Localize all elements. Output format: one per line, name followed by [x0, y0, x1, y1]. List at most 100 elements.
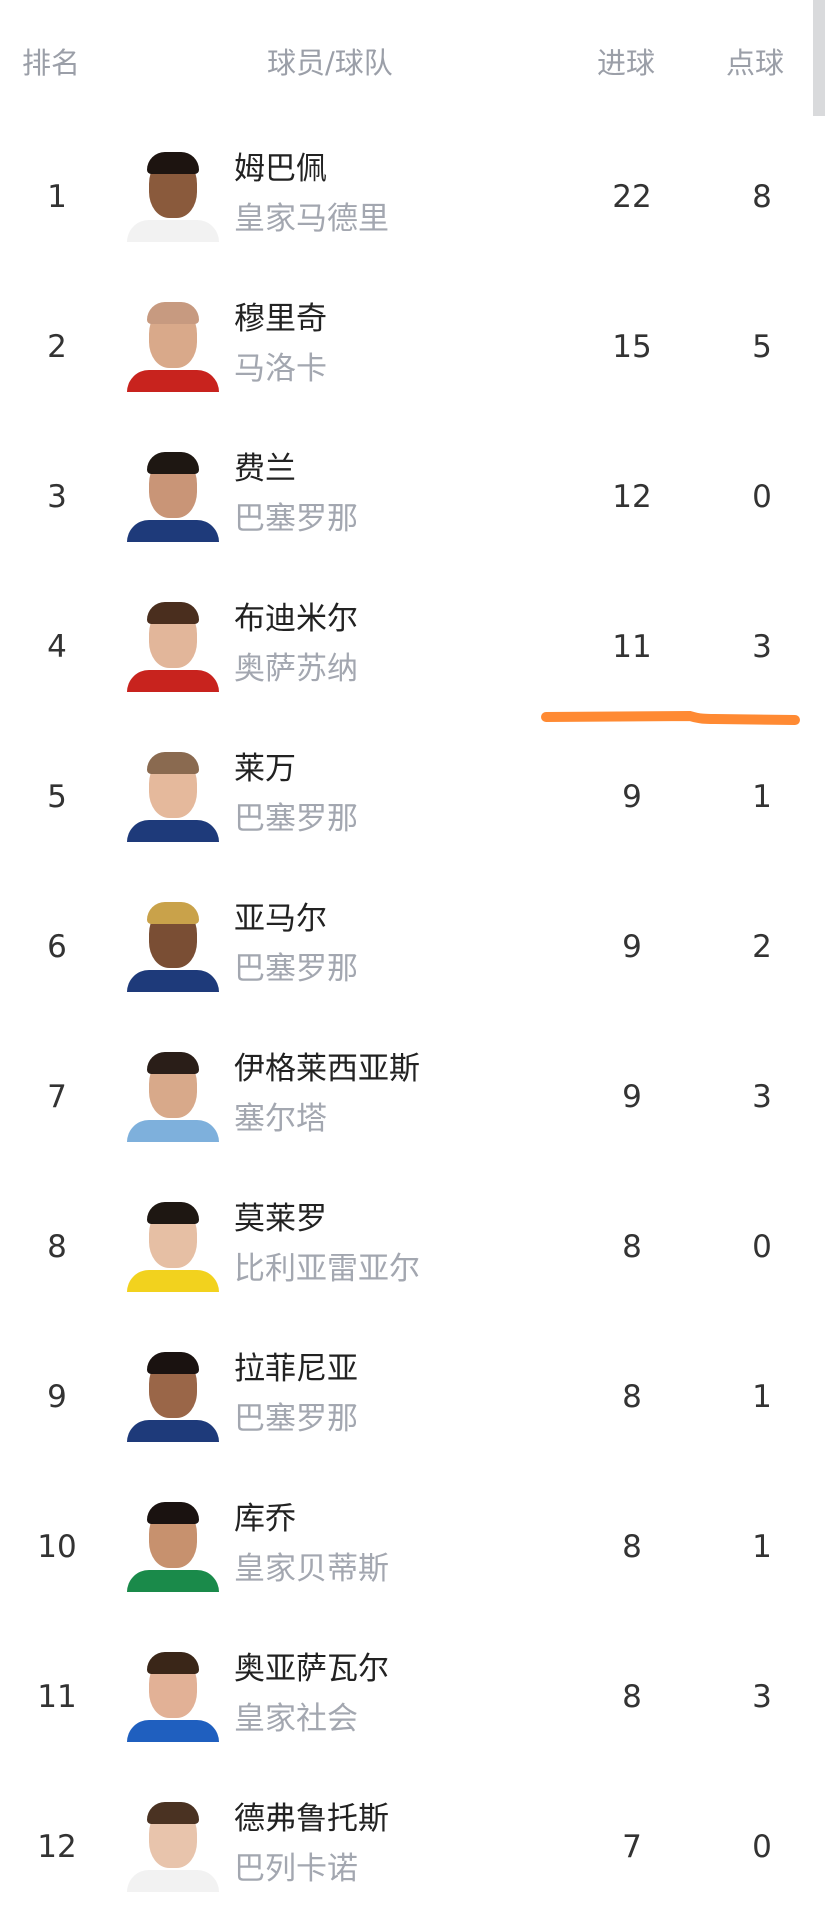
table-row[interactable]: 3 费兰 巴塞罗那 12 0 [0, 422, 825, 572]
avatar-shirt [127, 520, 219, 542]
avatar-hair [147, 752, 199, 774]
goals-value: 9 [622, 779, 642, 815]
table-row[interactable]: 2 穆里奇 马洛卡 15 5 [0, 272, 825, 422]
avatar-hair [147, 1502, 199, 1524]
avatar-hair [147, 602, 199, 624]
team-name[interactable]: 巴列卡诺 [234, 1851, 358, 1887]
avatar-shirt [127, 370, 219, 392]
team-name[interactable]: 皇家马德里 [234, 201, 389, 237]
goals-value: 7 [622, 1829, 642, 1865]
avatar-shirt [127, 1120, 219, 1142]
goals-value: 12 [612, 479, 652, 515]
rank: 7 [47, 1079, 67, 1115]
avatar-hair [147, 1802, 199, 1824]
player-name[interactable]: 拉菲尼亚 [234, 1351, 358, 1387]
penalties-value: 3 [752, 1679, 772, 1715]
table-row[interactable]: 12 德弗鲁托斯 巴列卡诺 7 0 [0, 1772, 825, 1922]
avatar-shirt [127, 1870, 219, 1892]
table-row[interactable]: 6 亚马尔 巴塞罗那 9 2 [0, 872, 825, 1022]
avatar-hair [147, 1352, 199, 1374]
avatar-shirt [127, 670, 219, 692]
rank: 12 [37, 1829, 77, 1865]
table-row[interactable]: 5 莱万 巴塞罗那 9 1 [0, 722, 825, 872]
table-row[interactable]: 11 奥亚萨瓦尔 皇家社会 8 3 [0, 1622, 825, 1772]
header-rank: 排名 [22, 46, 81, 80]
table-row[interactable]: 7 伊格莱西亚斯 塞尔塔 9 3 [0, 1022, 825, 1172]
player-name[interactable]: 莫莱罗 [234, 1201, 327, 1237]
rank: 2 [47, 329, 67, 365]
avatar-hair [147, 1052, 199, 1074]
table-row[interactable]: 9 拉菲尼亚 巴塞罗那 8 1 [0, 1322, 825, 1472]
avatar-hair [147, 1652, 199, 1674]
table-row[interactable]: 4 布迪米尔 奥萨苏纳 11 3 [0, 572, 825, 722]
rank: 3 [47, 479, 67, 515]
player-name[interactable]: 德弗鲁托斯 [234, 1801, 389, 1837]
team-name[interactable]: 塞尔塔 [234, 1101, 327, 1137]
avatar-shirt [127, 220, 219, 242]
rank: 4 [47, 629, 67, 665]
table-row[interactable]: 8 莫莱罗 比利亚雷亚尔 8 0 [0, 1172, 825, 1322]
rank: 9 [47, 1379, 67, 1415]
player-avatar[interactable] [127, 152, 219, 242]
goals-value: 9 [622, 929, 642, 965]
player-name[interactable]: 伊格莱西亚斯 [234, 1051, 420, 1087]
player-name[interactable]: 布迪米尔 [234, 601, 358, 637]
team-name[interactable]: 巴塞罗那 [234, 1401, 358, 1437]
penalties-value: 5 [752, 329, 772, 365]
penalties-value: 8 [752, 179, 772, 215]
player-name[interactable]: 姆巴佩 [234, 151, 327, 187]
team-name[interactable]: 奥萨苏纳 [234, 651, 358, 687]
team-name[interactable]: 皇家贝蒂斯 [234, 1551, 389, 1587]
player-avatar[interactable] [127, 752, 219, 842]
penalties-value: 0 [752, 1229, 772, 1265]
avatar-shirt [127, 1720, 219, 1742]
player-name[interactable]: 莱万 [234, 751, 296, 787]
player-avatar[interactable] [127, 1652, 219, 1742]
player-avatar[interactable] [127, 452, 219, 542]
penalties-value: 3 [752, 1079, 772, 1115]
header-player-team: 球员/球队 [267, 46, 393, 80]
team-name[interactable]: 比利亚雷亚尔 [234, 1251, 420, 1287]
avatar-shirt [127, 1270, 219, 1292]
penalties-value: 1 [752, 1529, 772, 1565]
scrollbar[interactable] [813, 0, 825, 116]
avatar-hair [147, 1202, 199, 1224]
goals-value: 9 [622, 1079, 642, 1115]
rank: 1 [47, 179, 67, 215]
player-avatar[interactable] [127, 1802, 219, 1892]
player-avatar[interactable] [127, 1502, 219, 1592]
avatar-shirt [127, 1570, 219, 1592]
rank: 6 [47, 929, 67, 965]
team-name[interactable]: 皇家社会 [234, 1701, 358, 1737]
player-avatar[interactable] [127, 1352, 219, 1442]
team-name[interactable]: 巴塞罗那 [234, 801, 358, 837]
goals-value: 22 [612, 179, 652, 215]
player-name[interactable]: 亚马尔 [234, 901, 327, 937]
player-avatar[interactable] [127, 302, 219, 392]
avatar-shirt [127, 970, 219, 992]
table-row[interactable]: 10 库乔 皇家贝蒂斯 8 1 [0, 1472, 825, 1622]
team-name[interactable]: 巴塞罗那 [234, 501, 358, 537]
penalties-value: 1 [752, 1379, 772, 1415]
team-name[interactable]: 巴塞罗那 [234, 951, 358, 987]
header-penalties[interactable]: 点球 [726, 46, 785, 80]
penalties-value: 3 [752, 629, 772, 665]
player-name[interactable]: 穆里奇 [234, 301, 327, 337]
player-avatar[interactable] [127, 1052, 219, 1142]
player-avatar[interactable] [127, 602, 219, 692]
avatar-hair [147, 302, 199, 324]
rank: 8 [47, 1229, 67, 1265]
player-avatar[interactable] [127, 902, 219, 992]
rank: 5 [47, 779, 67, 815]
player-name[interactable]: 库乔 [234, 1501, 296, 1537]
penalties-value: 1 [752, 779, 772, 815]
player-avatar[interactable] [127, 1202, 219, 1292]
rank: 10 [37, 1529, 77, 1565]
penalties-value: 0 [752, 479, 772, 515]
table-row[interactable]: 1 姆巴佩 皇家马德里 22 8 [0, 122, 825, 272]
team-name[interactable]: 马洛卡 [234, 351, 327, 387]
header-goals[interactable]: 进球 [597, 46, 656, 80]
orange-highlight-stroke [541, 711, 800, 725]
player-name[interactable]: 奥亚萨瓦尔 [234, 1651, 389, 1687]
player-name[interactable]: 费兰 [234, 451, 296, 487]
